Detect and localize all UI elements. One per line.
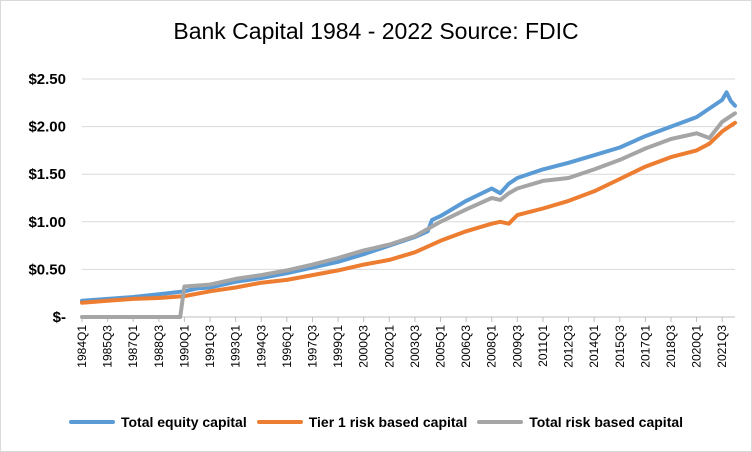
x-tick-label-20: 2014Q1 — [587, 325, 601, 368]
x-tick-label-7: 1994Q3 — [254, 325, 268, 368]
x-tick-label-6: 1993Q1 — [229, 325, 243, 368]
series-line-total-risk-based-capital — [80, 111, 737, 319]
legend-label-total-equity: Total equity capital — [120, 414, 247, 430]
x-tick-label-19: 2012Q3 — [562, 325, 576, 368]
x-tick-label-23: 2018Q3 — [664, 325, 678, 368]
y-tick-label-3: $1.50 — [28, 166, 66, 183]
x-tick-label-17: 2009Q3 — [510, 325, 524, 368]
chart-title: Bank Capital 1984 - 2022 Source: FDIC — [173, 18, 579, 44]
legend: Total equity capital Tier 1 risk based c… — [0, 410, 752, 434]
gridlines — [82, 78, 735, 318]
series-line-tier-1-risk-based-capital — [80, 120, 737, 305]
legend-item-tier1: Tier 1 risk based capital — [256, 414, 468, 430]
y-tick-label-0: $- — [53, 309, 66, 326]
legend-swatch-total-equity — [68, 420, 115, 424]
x-tick-label-5: 1991Q3 — [203, 325, 217, 368]
y-axis-ticks: $- $0.50 $1.00 $1.50 $2.00 $2.50 — [28, 71, 66, 326]
x-tick-label-10: 1999Q1 — [331, 325, 345, 368]
x-tick-label-8: 1996Q1 — [280, 325, 294, 368]
y-tick-label-2: $1.00 — [28, 214, 66, 231]
x-tick-label-0: 1984Q1 — [75, 325, 89, 368]
legend-label-total-risk: Total risk based capital — [529, 414, 684, 430]
legend-item-total-equity: Total equity capital — [68, 414, 247, 430]
x-tick-label-12: 2002Q1 — [382, 325, 396, 368]
x-tick-label-22: 2017Q1 — [638, 325, 652, 368]
x-tick-label-3: 1988Q3 — [152, 325, 166, 368]
x-tick-label-11: 2000Q3 — [357, 325, 371, 368]
x-tick-label-16: 2008Q1 — [485, 325, 499, 368]
legend-item-total-risk: Total risk based capital — [477, 414, 683, 430]
y-tick-label-1: $0.50 — [28, 261, 66, 278]
x-tick-label-2: 1987Q1 — [126, 325, 140, 368]
legend-label-tier1: Tier 1 risk based capital — [308, 414, 468, 430]
series-line-total-equity-capital — [80, 90, 737, 303]
x-tick-label-21: 2015Q3 — [613, 325, 627, 368]
y-tick-label-4: $2.00 — [28, 119, 66, 136]
x-tick-label-1: 1985Q3 — [101, 325, 115, 368]
x-tick-label-13: 2003Q3 — [408, 325, 422, 368]
series-lines — [80, 90, 737, 319]
x-tick-label-18: 2011Q1 — [536, 325, 550, 367]
x-tick-label-4: 1990Q1 — [177, 325, 191, 368]
y-tick-label-5: $2.50 — [28, 71, 66, 88]
x-tick-label-15: 2006Q3 — [459, 325, 473, 368]
x-tick-label-24: 2020Q1 — [690, 325, 704, 368]
x-tick-label-14: 2005Q1 — [434, 325, 448, 368]
x-tick-label-9: 1997Q3 — [305, 325, 319, 368]
legend-swatch-total-risk — [477, 420, 524, 424]
legend-swatch-tier1 — [256, 420, 303, 424]
x-axis: 1984Q1 1985Q3 1987Q1 1988Q3 1990Q1 1991Q3 1993… — [75, 316, 735, 368]
x-tick-label-25: 2021Q3 — [715, 325, 729, 368]
